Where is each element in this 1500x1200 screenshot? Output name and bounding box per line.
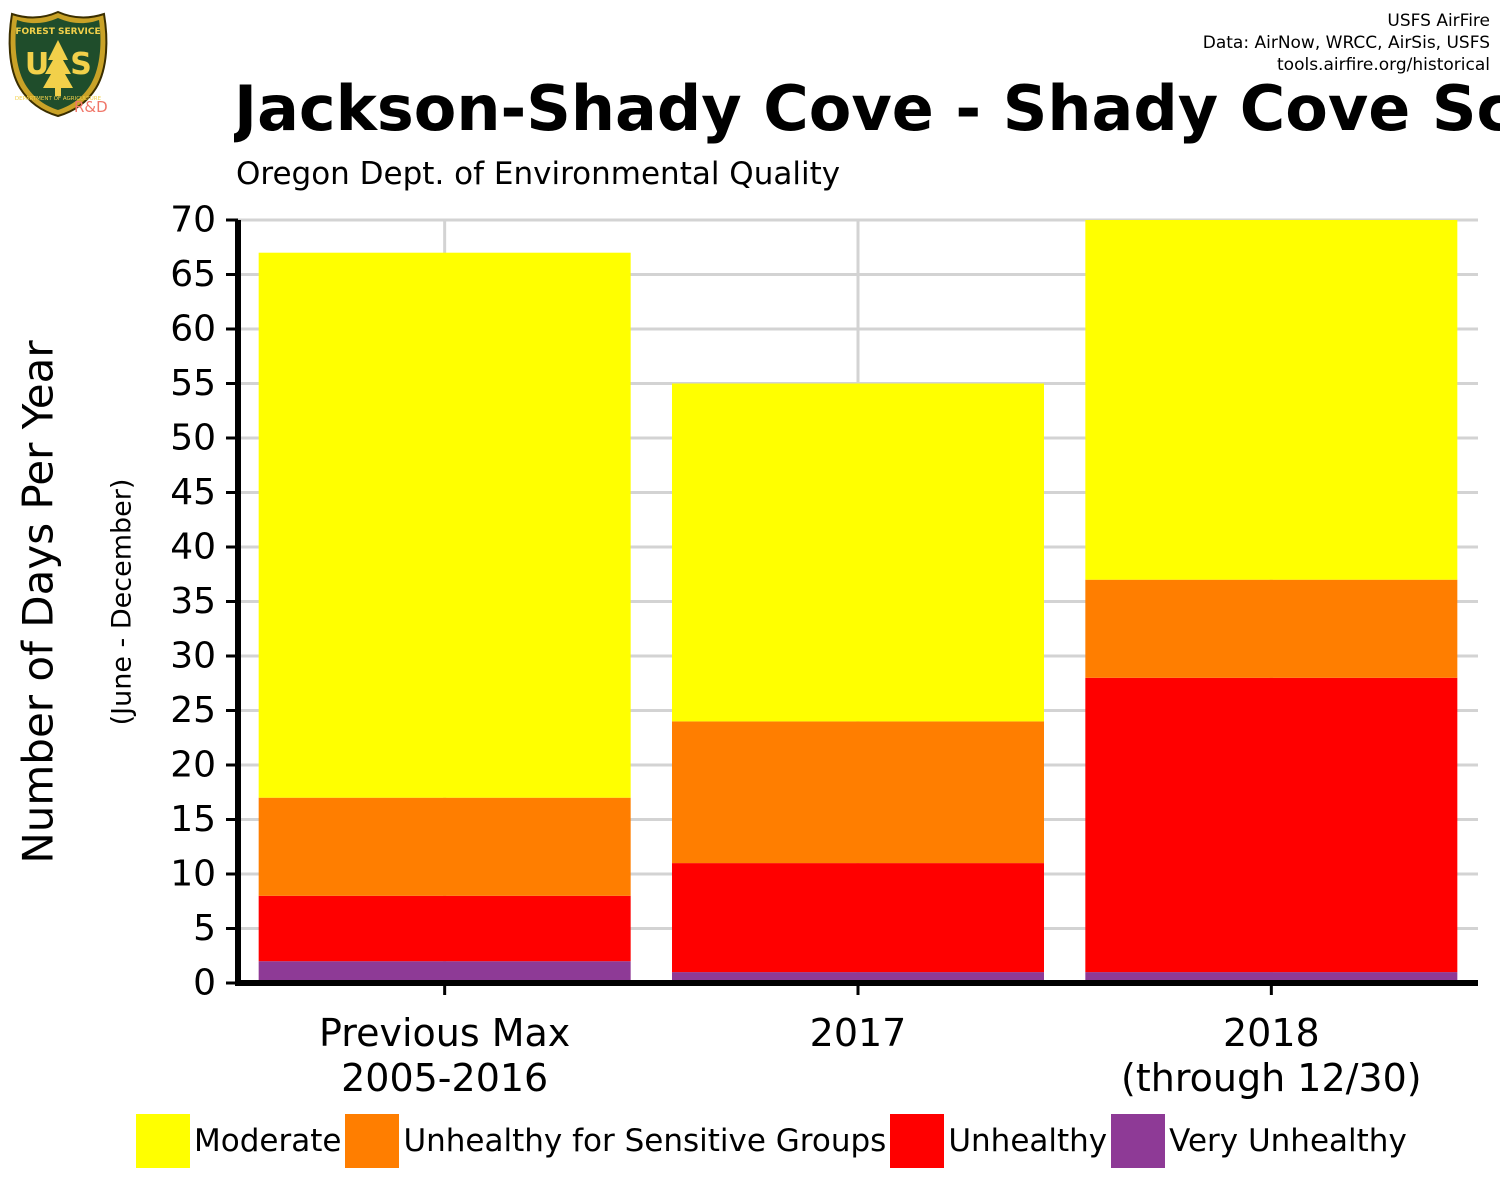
credit-line: tools.airfire.org/historical (1277, 55, 1490, 75)
legend-swatch (1111, 1114, 1166, 1168)
chart-legend: Moderate Unhealthy for Sensitive Groups Un… (136, 1114, 1411, 1168)
legend-label: Very Unhealthy (1169, 1123, 1407, 1159)
y-tick-label: 45 (170, 472, 216, 513)
legend-swatch (345, 1114, 400, 1168)
bar-segment (672, 972, 1044, 983)
bar-segment (258, 252, 631, 798)
y-tick-label: 25 (170, 690, 216, 731)
y-tick-label: 60 (170, 309, 216, 350)
y-tick-label: 0 (193, 963, 216, 1004)
y-tick-label: 55 (170, 363, 216, 404)
y-tick-label: 5 (193, 908, 216, 949)
usfs-shield-logo: FOREST SERVICE U S DEPARTMENT OF AGRICUL… (8, 10, 108, 118)
bar-segment (258, 961, 631, 983)
y-tick-label: 70 (170, 200, 216, 241)
legend-label: Unhealthy for Sensitive Groups (403, 1123, 887, 1159)
chart-title: Jackson-Shady Cove - Shady Cove Scho (234, 74, 1500, 144)
bar-segment (258, 797, 631, 896)
legend-swatch (136, 1114, 190, 1168)
bar-segment (1085, 579, 1458, 678)
legend-swatch (890, 1114, 945, 1168)
legend-item: Unhealthy (890, 1114, 1107, 1168)
source-credits: USFS AirFire Data: AirNow, WRCC, AirSis,… (1203, 10, 1490, 76)
svg-text:DEPARTMENT OF AGRICULTURE: DEPARTMENT OF AGRICULTURE (15, 96, 102, 102)
y-tick-label: 35 (170, 581, 216, 622)
y-tick-label: 65 (170, 254, 216, 295)
svg-text:FOREST SERVICE: FOREST SERVICE (15, 27, 100, 37)
svg-text:S: S (70, 47, 92, 82)
x-tick-label: 2018 (1223, 1011, 1320, 1055)
y-tick-label: 40 (170, 527, 216, 568)
y-tick-label: 30 (170, 636, 216, 677)
bar-segment (672, 721, 1044, 864)
credit-line: Data: AirNow, WRCC, AirSis, USFS (1202, 33, 1490, 53)
y-tick-label: 20 (170, 745, 216, 786)
legend-item: Moderate (136, 1114, 341, 1168)
x-tick-label: 2005-2016 (341, 1056, 548, 1100)
y-tick-label: 50 (170, 418, 216, 459)
chart-subtitle: Oregon Dept. of Environmental Quality (236, 156, 841, 192)
bar-segment (1085, 220, 1458, 580)
legend-item: Very Unhealthy (1111, 1114, 1407, 1168)
legend-label: Unhealthy (948, 1123, 1108, 1159)
x-tick-label: Previous Max (319, 1011, 570, 1055)
bar-segment (1085, 972, 1458, 983)
legend-item: Unhealthy for Sensitive Groups (345, 1114, 886, 1168)
bar-segment (258, 895, 631, 962)
x-tick-label: 2017 (810, 1011, 907, 1055)
x-tick-label: (through 12/30) (1121, 1056, 1422, 1100)
bar-segment (672, 383, 1044, 722)
y-tick-label: 15 (170, 799, 216, 840)
bar-segment (1085, 677, 1458, 973)
svg-text:U: U (25, 47, 49, 82)
legend-label: Moderate (194, 1123, 342, 1159)
credit-line: USFS AirFire (1387, 11, 1490, 31)
logo-tag: R&D (74, 98, 108, 116)
y-tick-label: 10 (170, 854, 216, 895)
bar-segment (672, 863, 1044, 973)
